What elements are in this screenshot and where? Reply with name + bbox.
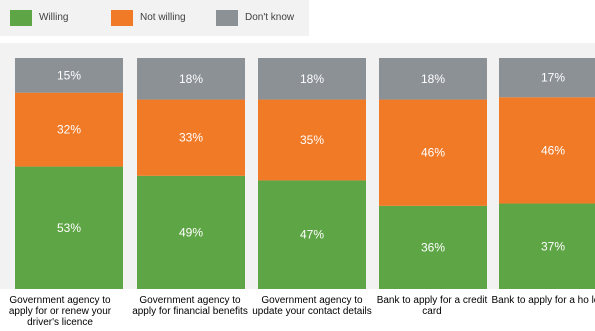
- legend-swatch-dont-know: [216, 10, 238, 26]
- data-label-not-willing: 46%: [541, 143, 565, 157]
- legend-label-not-willing: Not willing: [140, 12, 186, 23]
- category-label: Government agency to apply for or renew …: [8, 295, 112, 328]
- data-label-willing: 36%: [421, 240, 445, 254]
- data-label-dont-know: 17%: [541, 71, 565, 85]
- bar-segment-willing: [15, 166, 123, 289]
- data-label-dont-know: 18%: [179, 72, 203, 86]
- data-label-willing: 49%: [179, 225, 203, 239]
- legend-swatch-willing: [10, 10, 32, 26]
- bar-segment-not-willing: [258, 99, 366, 181]
- data-label-not-willing: 33%: [179, 131, 203, 145]
- data-label-willing: 47%: [300, 228, 324, 242]
- category-label: Government agency to apply for financial…: [132, 295, 248, 317]
- bar-segment-willing: [379, 205, 487, 289]
- data-label-not-willing: 35%: [300, 133, 324, 147]
- chart-area: 53% 32% 15% 49% 33% 18% 47% 35% 18% 36% 46% 18% 37% 4…: [0, 43, 595, 289]
- data-label-willing: 53%: [57, 221, 81, 235]
- chart-legend: Willing Not willing Don't know: [0, 0, 309, 36]
- data-label-not-willing: 46%: [421, 146, 445, 160]
- stacked-bar-chart: 53% 32% 15% 49% 33% 18% 47% 35% 18% 36% 46% 18% 37% 4…: [15, 58, 595, 289]
- data-label-dont-know: 18%: [421, 72, 445, 86]
- bar-segment-not-willing: [379, 99, 487, 206]
- bar-segment-dont-know: [499, 58, 595, 98]
- data-label-not-willing: 32%: [57, 123, 81, 137]
- bar-segment-dont-know: [15, 58, 123, 93]
- legend-label-dont-know: Don't know: [245, 12, 295, 23]
- bar-segment-dont-know: [258, 58, 366, 100]
- data-label-dont-know: 18%: [300, 72, 324, 86]
- bar-segment-willing: [499, 203, 595, 289]
- bar-segment-dont-know: [379, 58, 487, 100]
- category-label: Bank to apply for a credit card: [376, 295, 488, 317]
- bar-segment-not-willing: [137, 99, 245, 176]
- category-label: Bank to apply for a ho loan: [491, 295, 595, 306]
- bar-segment-not-willing: [499, 97, 595, 204]
- legend-label-willing: Willing: [39, 12, 69, 23]
- data-label-willing: 37%: [541, 239, 565, 253]
- bar-segment-dont-know: [137, 58, 245, 100]
- bar-segment-willing: [137, 175, 245, 289]
- bar-segment-not-willing: [15, 92, 123, 167]
- data-label-dont-know: 15%: [57, 68, 81, 82]
- bar-segment-willing: [258, 180, 366, 289]
- legend-swatch-not-willing: [111, 10, 133, 26]
- category-label: Government agency to update your contact…: [252, 295, 372, 317]
